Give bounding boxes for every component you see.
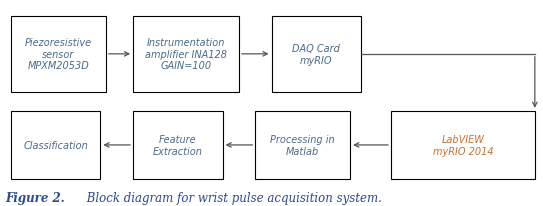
FancyBboxPatch shape (391, 111, 535, 179)
Text: Piezoresistive
sensor
MPXM2053D: Piezoresistive sensor MPXM2053D (25, 38, 92, 71)
FancyBboxPatch shape (133, 111, 223, 179)
Text: Instrumentation
amplifier INA128
GAIN=100: Instrumentation amplifier INA128 GAIN=10… (145, 38, 227, 71)
FancyBboxPatch shape (255, 111, 350, 179)
Text: Processing in
Matlab: Processing in Matlab (270, 135, 335, 156)
FancyBboxPatch shape (133, 16, 239, 93)
Text: LabVIEW
myRIO 2014: LabVIEW myRIO 2014 (433, 135, 493, 156)
FancyBboxPatch shape (11, 16, 106, 93)
Text: Figure 2.: Figure 2. (5, 191, 65, 204)
Text: Feature
Extraction: Feature Extraction (153, 135, 203, 156)
Text: Classification: Classification (23, 140, 88, 150)
FancyBboxPatch shape (272, 16, 361, 93)
Text: DAQ Card
myRIO: DAQ Card myRIO (292, 44, 340, 65)
FancyBboxPatch shape (11, 111, 100, 179)
Text: Block diagram for wrist pulse acquisition system.: Block diagram for wrist pulse acquisitio… (83, 191, 381, 204)
